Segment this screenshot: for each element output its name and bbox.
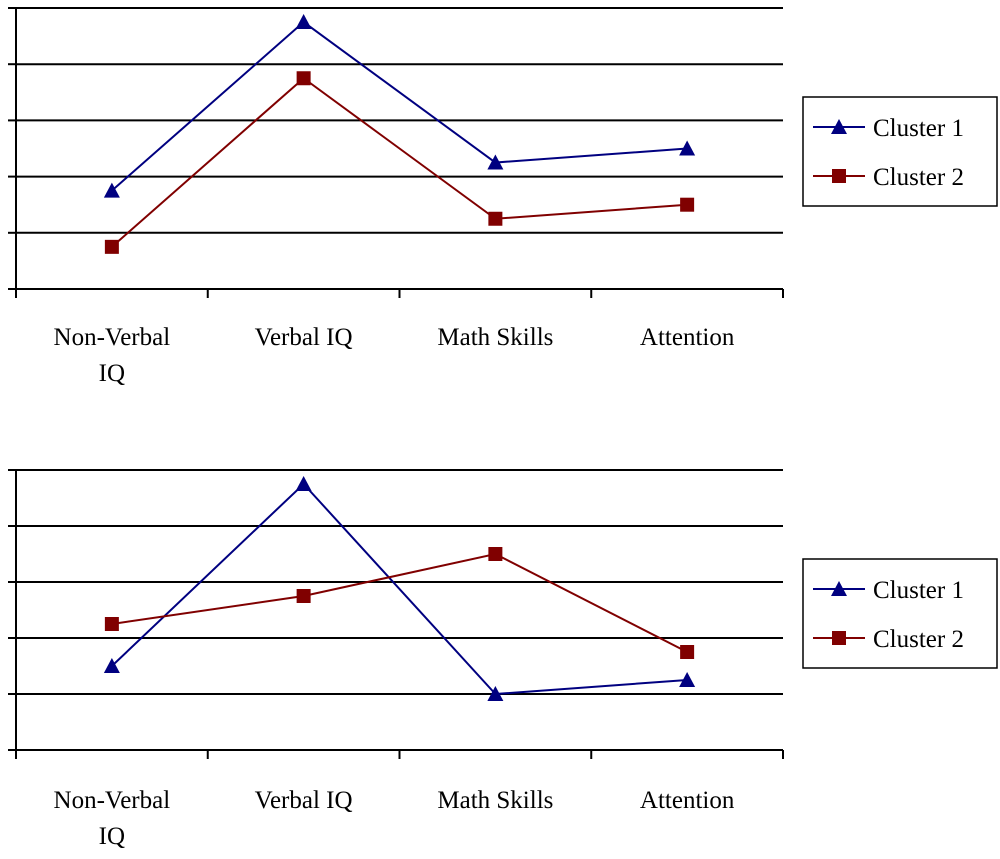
legend-marker bbox=[832, 631, 846, 645]
data-point bbox=[488, 547, 503, 561]
x-tick-label: Math Skills bbox=[437, 787, 553, 814]
data-point bbox=[104, 617, 119, 631]
data-point bbox=[103, 182, 120, 198]
legend-label: Cluster 2 bbox=[873, 626, 964, 653]
x-tick-label: Non-Verbal IQ bbox=[54, 787, 171, 850]
x-tick-label: Verbal IQ bbox=[255, 787, 353, 814]
data-point bbox=[487, 686, 504, 701]
legend-box bbox=[802, 558, 998, 669]
data-point bbox=[296, 71, 311, 86]
data-point bbox=[296, 589, 311, 603]
data-point bbox=[679, 140, 696, 156]
x-tick-label: Attention bbox=[640, 787, 735, 814]
series-line-2 bbox=[111, 552, 688, 653]
data-point bbox=[487, 154, 504, 170]
series-line-2 bbox=[111, 76, 688, 248]
legend-marker bbox=[831, 119, 847, 134]
data-point bbox=[680, 645, 695, 659]
x-tick-label: Verbal IQ bbox=[255, 324, 353, 351]
legend-marker bbox=[832, 169, 846, 183]
legend-box bbox=[802, 96, 998, 207]
x-tick-label: Non-Verbal IQ bbox=[54, 324, 171, 387]
chart-bottom: Non-Verbal IQ Verbal IQ Math Skills Attentio… bbox=[8, 469, 998, 850]
data-point bbox=[679, 672, 696, 687]
series-line-1 bbox=[111, 482, 688, 696]
data-point bbox=[295, 14, 312, 30]
legend-label: Cluster 2 bbox=[873, 164, 964, 191]
legend-marker bbox=[831, 581, 847, 596]
data-point bbox=[104, 239, 119, 254]
x-tick-label: Attention bbox=[640, 324, 735, 351]
data-point bbox=[103, 658, 120, 673]
series-line-1 bbox=[111, 20, 688, 192]
legend: Cluster 1 Cluster 2 bbox=[802, 558, 998, 669]
data-point bbox=[488, 211, 503, 226]
legend-label: Cluster 1 bbox=[873, 115, 964, 142]
data-point bbox=[680, 197, 695, 212]
data-point bbox=[295, 476, 312, 491]
x-tick-label: Math Skills bbox=[437, 324, 553, 351]
legend-label: Cluster 1 bbox=[873, 577, 964, 604]
chart-top: Non-Verbal IQ Verbal IQ Math Skills Attentio… bbox=[8, 7, 998, 387]
legend: Cluster 1 Cluster 2 bbox=[802, 96, 998, 207]
